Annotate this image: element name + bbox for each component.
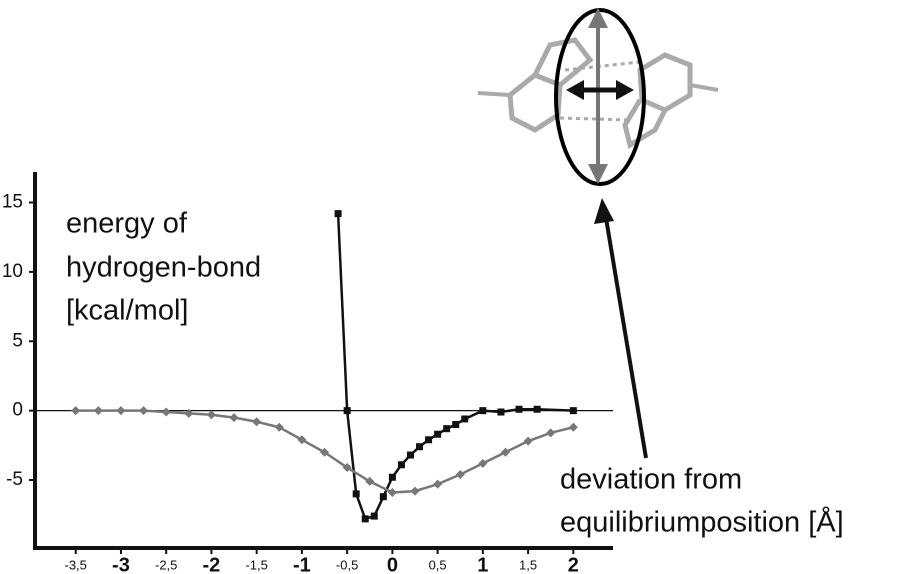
data-point [184,408,194,418]
data-point [320,447,330,457]
x-tick-label: 0,5 [429,557,447,572]
data-point [569,407,577,415]
molecule-illustration [477,37,719,149]
data-point [93,406,103,416]
data-point [406,451,414,459]
data-point [434,430,442,438]
data-point [379,493,387,501]
data-point [455,469,465,479]
x-tick-label: -3,5 [65,557,87,572]
ellipse [554,8,646,186]
y-axis-label: energy of [66,208,188,240]
data-point [229,413,239,423]
data-point [343,407,351,415]
data-point [497,408,505,416]
data-point [515,405,523,413]
data-point [139,406,149,416]
x-tick-label: 0 [387,554,398,574]
data-point [365,476,375,486]
x-axis-label: deviation from [560,464,742,496]
data-point [416,443,424,451]
data-point [361,515,369,523]
data-point [523,436,533,446]
pointer-arrow [594,198,648,459]
data-point [206,410,216,420]
data-point [410,486,420,496]
data-point [478,458,488,468]
data-point [116,406,126,416]
y-tick-label: 15 [2,192,23,213]
data-point [546,428,556,438]
data-point [297,435,307,445]
data-point [397,461,405,469]
x-tick-label: 1,5 [519,557,537,572]
x-tick-label: -2 [203,554,221,574]
data-point [433,479,443,489]
y-tick-label: 0 [12,400,23,421]
data-point [352,490,360,498]
data-point [461,415,469,423]
data-point [443,425,451,433]
data-point [342,463,352,473]
x-axis-label: equilibriumposition [Å] [560,506,844,539]
motion-arrows [566,8,634,184]
x-tick-label: -1,5 [245,557,267,572]
y-axis-label: [kcal/mol] [66,295,188,327]
data-point [425,436,433,444]
x-tick-label: -1 [293,554,311,574]
data-point [500,447,510,457]
x-tick-label: 1 [477,554,488,574]
data-point [533,405,541,413]
data-point [71,406,81,416]
y-tick-label: -5 [6,469,23,490]
data-point [161,407,171,417]
x-tick-label: -3 [112,554,130,574]
data-point [479,407,487,415]
x-tick-label: -0,5 [336,557,358,572]
y-tick-label: 10 [2,261,23,282]
y-tick-label: 5 [12,330,23,351]
y-axis-label: hydrogen-bond [66,252,261,284]
data-point [387,488,397,498]
data-point [388,473,396,481]
data-point [452,421,460,429]
x-tick-label: 2 [568,554,579,574]
data-point [370,512,378,520]
data-point [568,422,578,432]
series-line [336,213,574,521]
data-point [274,422,284,432]
data-point [252,417,262,427]
x-tick-label: -2,5 [155,557,177,572]
data-point [334,210,342,218]
